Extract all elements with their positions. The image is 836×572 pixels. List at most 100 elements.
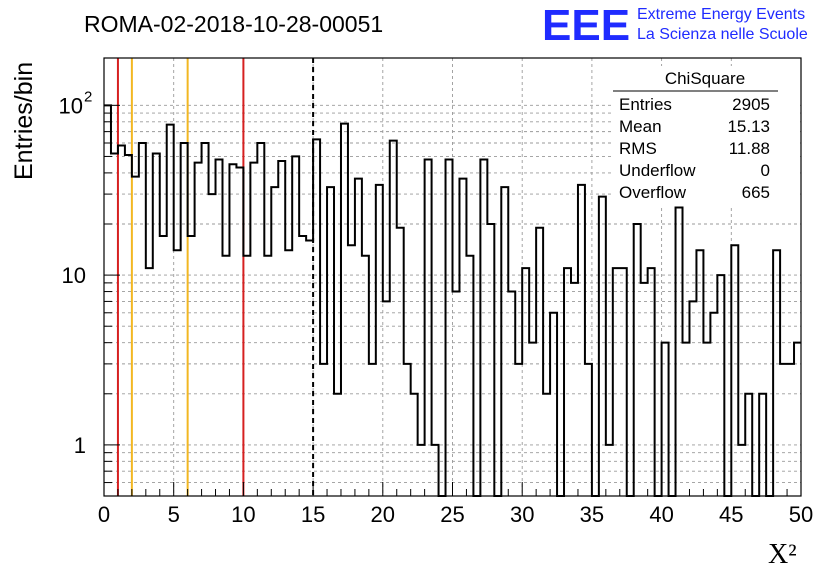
eee-logo: EEE Extreme Energy Events La Scienza nel… [542, 1, 808, 50]
histogram-bin [620, 268, 627, 496]
histogram-bin [522, 268, 529, 496]
histogram-bin [278, 161, 285, 496]
histogram-bin [780, 364, 787, 496]
histogram-bin [390, 141, 397, 496]
histogram-bin [292, 156, 299, 496]
histogram-bin [648, 268, 655, 496]
histogram-bin [264, 256, 271, 496]
histogram-bin [459, 179, 466, 496]
histogram-bin [229, 164, 236, 496]
x-axis-label: X² [768, 539, 797, 570]
histogram-bin [160, 236, 167, 496]
x-tick-labels: 0 5 10 15 20 25 30 35 40 45 50 [98, 502, 813, 527]
stats-rows: Entries 2905 Mean 15.13 RMS 11.88 Underflow 0 Ov… [619, 95, 770, 202]
x-tick-label: 35 [580, 502, 604, 527]
histogram-bin [348, 245, 355, 496]
histogram-bin [250, 163, 257, 496]
histogram-bin [313, 139, 320, 496]
histogram-bin [508, 292, 515, 496]
histogram-bin [327, 187, 334, 496]
x-tick-label: 40 [649, 502, 673, 527]
chart-title: ROMA-02-2018-10-28-00051 [84, 11, 383, 37]
histogram-bin [362, 256, 369, 496]
stats-row-value: 15.13 [727, 117, 770, 136]
histogram-bin [689, 301, 696, 496]
stats-row-value: 665 [742, 183, 770, 202]
histogram-bin [717, 275, 724, 496]
x-tick-label: 15 [301, 502, 325, 527]
histogram-bin [634, 224, 641, 496]
stats-row-label: Entries [619, 95, 672, 114]
histogram-bin [571, 283, 578, 496]
x-tick-label: 45 [719, 502, 743, 527]
logo-line-2: La Scienza nelle Scuole [637, 26, 808, 43]
histogram-bin [703, 343, 710, 496]
stats-title: ChiSquare [665, 69, 745, 88]
stats-row-value: 2905 [732, 95, 770, 114]
histogram-bin [355, 179, 362, 496]
histogram-bin [466, 256, 473, 496]
histogram-bin [425, 159, 432, 496]
y-axis-label: Entries/bin [10, 62, 38, 180]
histogram-bin [320, 364, 327, 496]
histogram-bin [480, 159, 487, 496]
x-tick-label: 30 [510, 502, 534, 527]
histogram-bin [418, 445, 425, 496]
histogram-bin [411, 394, 418, 496]
histogram-bin [257, 143, 264, 496]
histogram-bin [606, 445, 613, 496]
histogram-bin [641, 283, 648, 496]
histogram-bin [167, 125, 174, 496]
histogram-bin [153, 154, 160, 496]
x-tick-label: 10 [231, 502, 255, 527]
histogram-bin [125, 155, 132, 496]
histogram-bin [446, 159, 453, 496]
histogram-bin [216, 159, 223, 496]
histogram-bin [550, 313, 557, 496]
histogram-bin [285, 250, 292, 496]
stats-box: ChiSquare Entries 2905 Mean 15.13 RMS 11.88 Un… [613, 66, 798, 206]
histogram-bin [146, 268, 153, 496]
histogram-bin [696, 250, 703, 496]
histogram-bin [376, 185, 383, 496]
histogram-bin [397, 228, 404, 496]
stats-row-label: RMS [619, 139, 657, 158]
histogram-bin [195, 163, 202, 496]
x-tick-label: 50 [789, 502, 813, 527]
stats-row-label: Underflow [619, 161, 696, 180]
histogram-bin [341, 124, 348, 496]
histogram-bin [334, 394, 341, 496]
y-tick-label: 10 [62, 263, 86, 288]
histogram-bin [662, 343, 669, 496]
histogram-outline [104, 104, 801, 497]
histogram-bin [306, 240, 313, 496]
y-tick-exponent: 2 [84, 88, 92, 105]
histogram-bin [710, 313, 717, 496]
x-tick-label: 5 [168, 502, 180, 527]
histogram-bin [174, 250, 181, 496]
histogram-bin [773, 250, 780, 496]
stats-row-value: 11.88 [729, 139, 770, 158]
histogram-bin [738, 445, 745, 496]
y-tick-label: 1 [74, 433, 86, 458]
logo-mark: EEE [542, 1, 630, 50]
histogram-bin [536, 228, 543, 496]
histogram [104, 104, 801, 497]
histogram-bin [794, 343, 801, 496]
histogram-bin [515, 364, 522, 496]
logo-line-1: Extreme Energy Events [637, 6, 805, 23]
histogram-bin [787, 364, 794, 496]
stats-row-label: Overflow [619, 183, 687, 202]
histogram-bin [676, 208, 683, 496]
histogram-bin [222, 256, 229, 496]
histogram-bin [578, 185, 585, 496]
histogram-bin [209, 194, 216, 496]
histogram-bin [236, 168, 243, 496]
histogram-bin [132, 177, 139, 496]
y-tick-label: 10 [59, 93, 83, 118]
histogram-bin [501, 187, 508, 496]
histogram-bin [432, 445, 439, 496]
histogram-bin [104, 105, 111, 496]
